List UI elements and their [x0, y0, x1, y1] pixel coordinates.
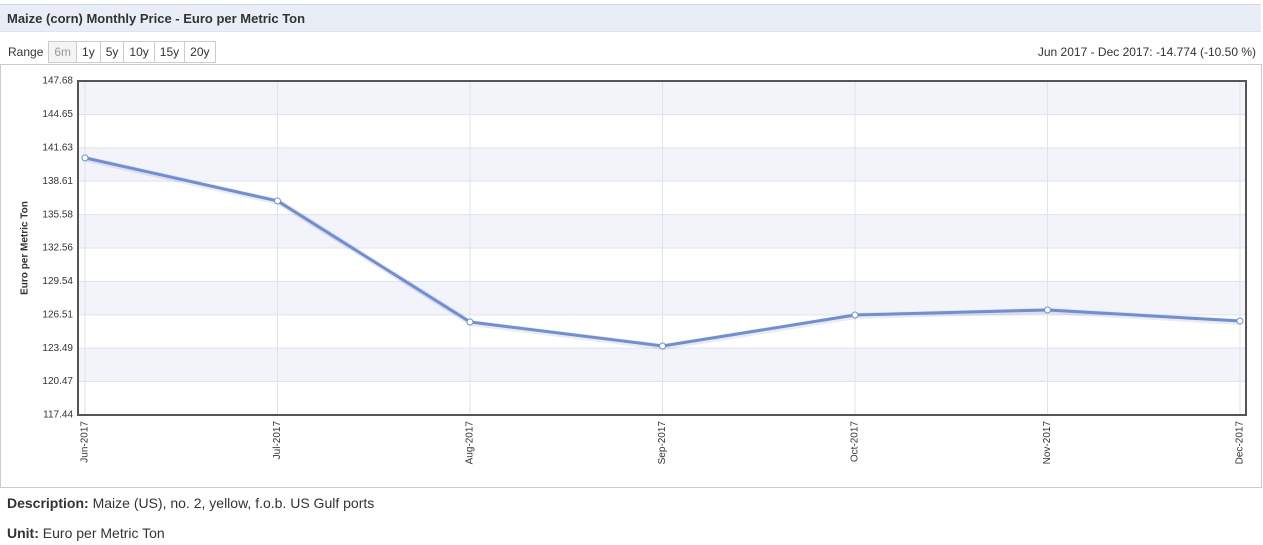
range-summary: Jun 2017 - Dec 2017: -14.774 (-10.50 %) — [1037, 45, 1256, 59]
y-tick-label: 132.56 — [42, 243, 73, 254]
range-button[interactable]: 15y — [154, 41, 186, 63]
range-button[interactable]: 20y — [185, 41, 216, 63]
unit-text: Euro per Metric Ton — [42, 525, 165, 541]
header: Maize (corn) Monthly Price - Euro per Me… — [0, 4, 1261, 32]
title: Maize (corn) Monthly Price - Euro per Me… — [7, 11, 306, 26]
range-button[interactable]: 6m — [48, 41, 78, 63]
x-tick-label: Aug-2017 — [465, 421, 476, 465]
description-text: Maize (US), no. 2, yellow, f.o.b. US Gul… — [92, 495, 375, 511]
unit-label: Unit: — [7, 525, 39, 541]
unit: Unit: Euro per Metric Ton — [7, 525, 165, 541]
y-tick-label: 123.49 — [42, 343, 73, 354]
description: Description: Maize (US), no. 2, yellow, … — [7, 495, 374, 511]
y-tick-label: 141.63 — [42, 142, 73, 153]
point — [1044, 306, 1051, 314]
y-tick-label: 129.54 — [42, 276, 73, 287]
x-tick-label: Oct-2017 — [850, 421, 861, 463]
point — [81, 154, 89, 162]
y-tick-label: 144.65 — [42, 109, 73, 120]
y-tick-label: 117.44 — [43, 410, 73, 421]
y-tick-label: 120.47 — [42, 376, 73, 387]
chart-frame — [0, 64, 1262, 488]
range-button[interactable]: 1y — [77, 41, 101, 63]
y-axis-label: Euro per Metric Ton — [20, 201, 31, 295]
range-button[interactable]: 5y — [100, 41, 125, 63]
x-tick-label: Jul-2017 — [272, 421, 283, 460]
point — [466, 318, 474, 326]
range-button[interactable]: 10y — [124, 41, 155, 63]
plot-border — [77, 80, 1247, 416]
x-tick-label: Nov-2017 — [1042, 421, 1053, 465]
range-selector: Range 6m 1y 5y 10y 15y 20y — [8, 41, 216, 63]
x-tick-label: Sep-2017 — [657, 421, 668, 465]
x-tick-label: Dec-2017 — [1235, 421, 1246, 465]
y-tick-label: 147.68 — [42, 76, 73, 87]
y-tick-label: 126.51 — [42, 309, 73, 320]
y-tick-label: 138.61 — [42, 176, 73, 187]
point — [659, 342, 666, 350]
point — [274, 197, 281, 205]
y-tick-label: 135.58 — [42, 209, 73, 220]
description-label: Description: — [7, 495, 89, 511]
x-tick-label: Jun-2017 — [80, 421, 91, 463]
point — [851, 311, 859, 319]
range-label: Range — [8, 45, 44, 59]
point — [1236, 317, 1244, 325]
